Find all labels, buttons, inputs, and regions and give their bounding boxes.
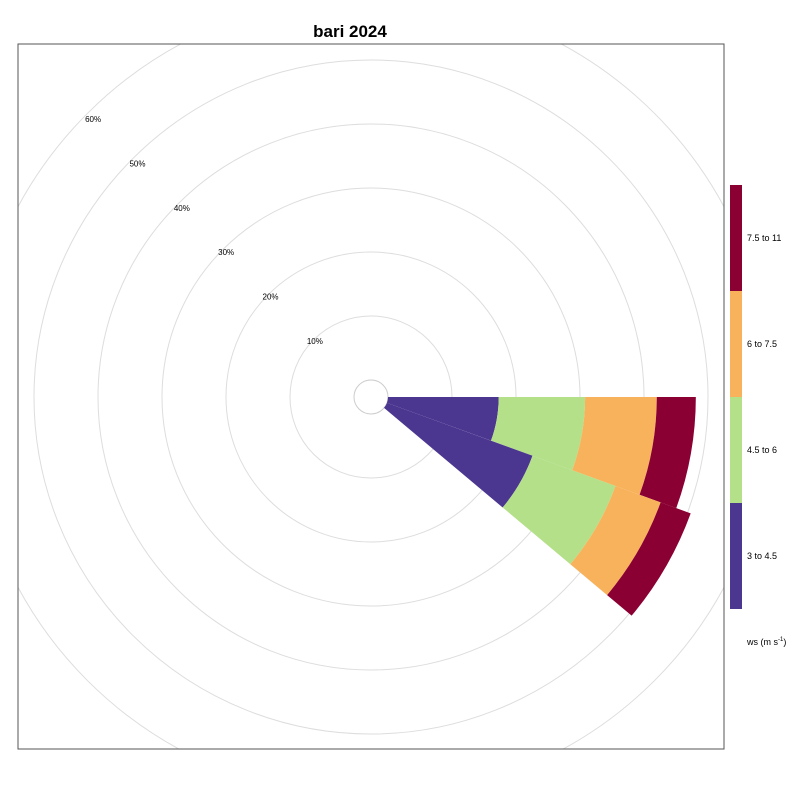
legend-swatch xyxy=(730,397,742,503)
legend-title-text: ws (m s xyxy=(746,637,778,647)
legend-label: 3 to 4.5 xyxy=(747,551,777,561)
radial-tick-label: 20% xyxy=(263,293,279,302)
radial-tick-label: 60% xyxy=(85,115,101,124)
legend-swatch xyxy=(730,503,742,609)
grid-ring xyxy=(33,59,709,735)
legend-label: 7.5 to 11 xyxy=(747,233,781,243)
plot-frame xyxy=(17,43,725,750)
wind-bar-segment xyxy=(639,397,696,509)
radial-tick-label: 10% xyxy=(307,337,323,346)
legend-title-end: ) xyxy=(783,637,786,647)
wind-bar-segment xyxy=(502,455,616,565)
radial-tick-label: 30% xyxy=(218,248,234,257)
legend-label: 6 to 7.5 xyxy=(747,339,777,349)
inner-circle xyxy=(353,379,389,415)
legend-swatch xyxy=(730,291,742,397)
chart-title: bari 2024 xyxy=(313,22,387,41)
wind-bar-segment xyxy=(607,502,691,616)
legend-label: 4.5 to 6 xyxy=(747,445,777,455)
wind-bar-segment xyxy=(384,402,533,508)
wind-bar-segment xyxy=(572,397,657,495)
radial-tick-label: 50% xyxy=(129,159,145,168)
wind-bar-segment xyxy=(491,397,586,471)
radial-tick-label: 40% xyxy=(174,204,190,213)
wind-bar-segment xyxy=(570,485,661,596)
wind-bar-segment xyxy=(386,397,499,441)
legend-title-sup: -1 xyxy=(778,637,784,643)
legend-swatch xyxy=(730,185,742,291)
legend-title: ws (m s-1) xyxy=(746,637,786,647)
